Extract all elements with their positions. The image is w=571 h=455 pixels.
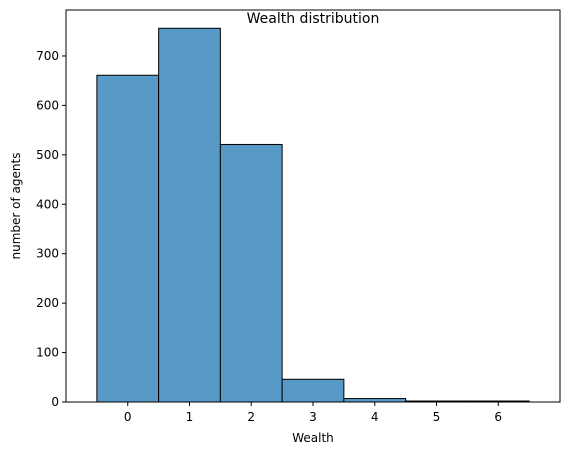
y-tick-label: 500: [36, 148, 59, 162]
x-tick-label: 2: [247, 410, 255, 424]
y-axis-ticks: 0 100 200 300 400 500 600 700: [36, 49, 66, 409]
bars-group: [96, 27, 530, 403]
x-axis-ticks: 0 1 2 3 4 5 6: [124, 402, 502, 424]
bar-4: [343, 398, 407, 403]
bar-2: [219, 143, 283, 403]
bar-3: [281, 378, 345, 403]
x-tick-label: 5: [433, 410, 441, 424]
y-axis-label: number of agents: [9, 153, 23, 260]
y-tick-label: 300: [36, 247, 59, 261]
bar-1: [158, 27, 221, 403]
x-tick-label: 4: [371, 410, 379, 424]
plot-frame: [65, 9, 561, 403]
y-tick-label: 0: [51, 395, 59, 409]
x-tick-label: 3: [309, 410, 317, 424]
x-tick-label: 0: [124, 410, 132, 424]
chart-title: Wealth distribution: [247, 11, 380, 27]
y-tick-label: 600: [36, 98, 59, 112]
y-tick-label: 400: [36, 197, 59, 211]
bar-0: [96, 74, 160, 403]
y-tick-label: 100: [36, 346, 59, 360]
y-tick-label: 200: [36, 296, 59, 310]
x-tick-label: 6: [494, 410, 502, 424]
y-tick-label: 700: [36, 49, 59, 63]
x-axis-label: Wealth: [292, 431, 334, 445]
x-tick-label: 1: [186, 410, 194, 424]
